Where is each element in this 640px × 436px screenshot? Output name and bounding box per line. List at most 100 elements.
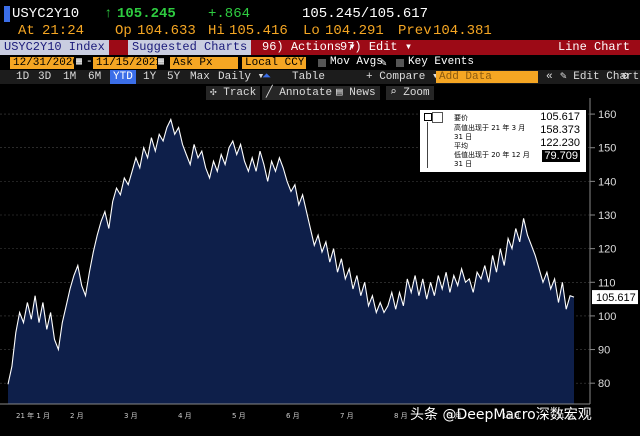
mov-avgs-checkbox[interactable]	[318, 59, 326, 67]
x-tick-label: 8 月	[394, 412, 408, 420]
actions-number: 96)	[262, 40, 284, 54]
period-max[interactable]: Max	[190, 71, 210, 83]
security-field[interactable]: USYC2Y10 Index	[0, 40, 109, 55]
period-3d[interactable]: 3D	[38, 71, 52, 83]
zoom-button[interactable]: ⌕ Zoom	[386, 86, 434, 100]
period-1y[interactable]: 1Y	[143, 71, 157, 83]
legend-high-value: 158.373	[540, 124, 580, 136]
end-date-field[interactable]: 11/15/2021	[93, 57, 162, 69]
menu-bar: USYC2Y10 Index Suggested Charts 96) Acti…	[0, 40, 640, 55]
legend-low-label: 低值出现于 20 年 12 月	[454, 151, 530, 159]
start-date-field[interactable]: 12/31/2020	[10, 57, 79, 69]
y-tick-label: 160	[598, 109, 616, 121]
settings-row: 12/31/2020 ▦ - 11/15/2021 ▦ Ask Px Local…	[0, 56, 640, 70]
settings-gear-icon[interactable]: ⚙	[622, 71, 629, 83]
annotate-label: Annotate	[279, 87, 333, 99]
crosshair-icon: ✣	[210, 87, 217, 99]
x-tick-label: 21 年 1 月	[16, 411, 50, 420]
chart-tools: ✣ Track ╱ Annotate ▤ News ⌕ Zoom	[0, 86, 640, 100]
x-tick-label: 11 月	[556, 412, 574, 420]
x-tick-label: 4 月	[178, 412, 192, 420]
news-label: News	[349, 87, 376, 99]
high-label: Hi	[208, 23, 225, 39]
period-1d[interactable]: 1D	[16, 71, 30, 83]
chevron-down-icon: ▾	[432, 71, 439, 83]
edit-label: Edit	[368, 40, 398, 54]
add-data-input[interactable]: Add Data	[436, 71, 538, 83]
date-separator: -	[86, 56, 93, 68]
frequency-select[interactable]: Daily ▾	[218, 70, 264, 84]
legend-avg-label: 平均	[454, 142, 468, 150]
key-events-label: Key Events	[408, 56, 475, 68]
period-ytd[interactable]: YTD	[110, 70, 136, 84]
chart-view-title: Line Chart	[557, 40, 630, 54]
edit-menu[interactable]: 97) Edit ▾	[340, 40, 412, 55]
ticker-symbol[interactable]: USYC2Y10	[12, 6, 80, 22]
low-value: 104.291	[325, 23, 384, 39]
x-tick-label: 9 月	[448, 412, 462, 420]
line-chart-icon[interactable]: ⏶	[262, 71, 271, 83]
table-button[interactable]: Table	[292, 71, 326, 83]
series-line	[7, 117, 575, 385]
x-tick-label: 6 月	[286, 412, 300, 420]
y-tick-label: 120	[598, 244, 616, 256]
legend-high-label-2: 31 日	[454, 133, 473, 141]
x-tick-label: 3 月	[124, 412, 138, 420]
period-5y[interactable]: 5Y	[167, 71, 181, 83]
edit-chart-label: Edit Chart	[573, 71, 640, 83]
x-tick-label: 7 月	[340, 412, 354, 420]
annotate-button[interactable]: ╱ Annotate	[262, 86, 337, 100]
currency-select[interactable]: Local CCY	[242, 57, 306, 69]
last-value-text: 105.617	[596, 292, 636, 304]
track-label: Track	[223, 87, 257, 99]
watermark: 头条 @DeepMacro深数宏观	[410, 407, 592, 423]
legend-low-value: 79.709	[542, 150, 580, 162]
high-value: 105.416	[229, 23, 288, 39]
y-tick-label: 100	[598, 311, 616, 323]
compare-button[interactable]: + Compare ▾	[366, 70, 439, 84]
y-tick-label: 150	[598, 143, 616, 155]
x-tick-label: 5 月	[232, 412, 246, 420]
chevron-down-icon: ▾	[404, 40, 413, 54]
quote-row-1: USYC2Y10 ↑ 105.245 +.864 105.245/105.617	[0, 6, 640, 23]
legend-range-line	[427, 122, 428, 168]
y-tick-label: 140	[598, 176, 616, 188]
track-button[interactable]: ✣ Track	[206, 86, 261, 100]
news-button[interactable]: ▤ News	[332, 86, 380, 100]
chevron-down-icon: ▾	[348, 40, 356, 54]
calendar-icon[interactable]: ▦	[158, 57, 165, 68]
up-arrow-icon: ↑	[104, 6, 113, 22]
pencil-icon[interactable]: ✎	[380, 58, 387, 70]
price-change: +.864	[208, 6, 251, 22]
edit-chart-button[interactable]: ✎ Edit Chart	[560, 70, 639, 84]
legend-avg-value: 122.230	[540, 137, 580, 149]
at-time: 21:24	[42, 23, 85, 39]
chevron-down-icon: ▾	[257, 71, 265, 83]
open-value: 104.633	[137, 23, 196, 39]
quote-row-2: At 21:24 Op 104.633 Hi 105.416 Lo 104.29…	[0, 23, 640, 40]
low-label: Lo	[303, 23, 320, 39]
at-label: At	[18, 23, 35, 39]
actions-menu[interactable]: 96) Actions ▾	[262, 40, 356, 55]
period-1m[interactable]: 1M	[63, 71, 77, 83]
collapse-icon[interactable]: «	[546, 71, 553, 83]
price-field-select[interactable]: Ask Px	[170, 57, 238, 69]
mov-avgs-label: Mov Avgs	[330, 56, 383, 68]
y-tick-label: 110	[598, 277, 616, 289]
prev-label: Prev	[398, 23, 432, 39]
period-6m[interactable]: 6M	[88, 71, 102, 83]
zoom-icon: ⌕	[390, 87, 397, 99]
legend-low-label-2: 31 日	[454, 160, 473, 168]
x-tick-label: 10 月	[502, 412, 520, 420]
calendar-icon[interactable]: ▦	[76, 57, 83, 68]
legend-high-label: 高值出现于 21 年 3 月	[454, 124, 526, 132]
actions-label: Actions	[290, 40, 342, 54]
pencil-icon: ✎	[560, 71, 567, 83]
y-tick-label: 80	[598, 378, 610, 390]
legend-ask-value: 105.617	[540, 111, 580, 123]
open-label: Op	[115, 23, 132, 39]
line-chart[interactable]: 80 90 100 110 120 130 140 150 160 105.617 21 年 1 …	[0, 98, 640, 436]
suggested-charts-button[interactable]: Suggested Charts	[128, 40, 252, 55]
last-value-tag	[592, 290, 638, 305]
key-events-checkbox[interactable]	[396, 59, 404, 67]
